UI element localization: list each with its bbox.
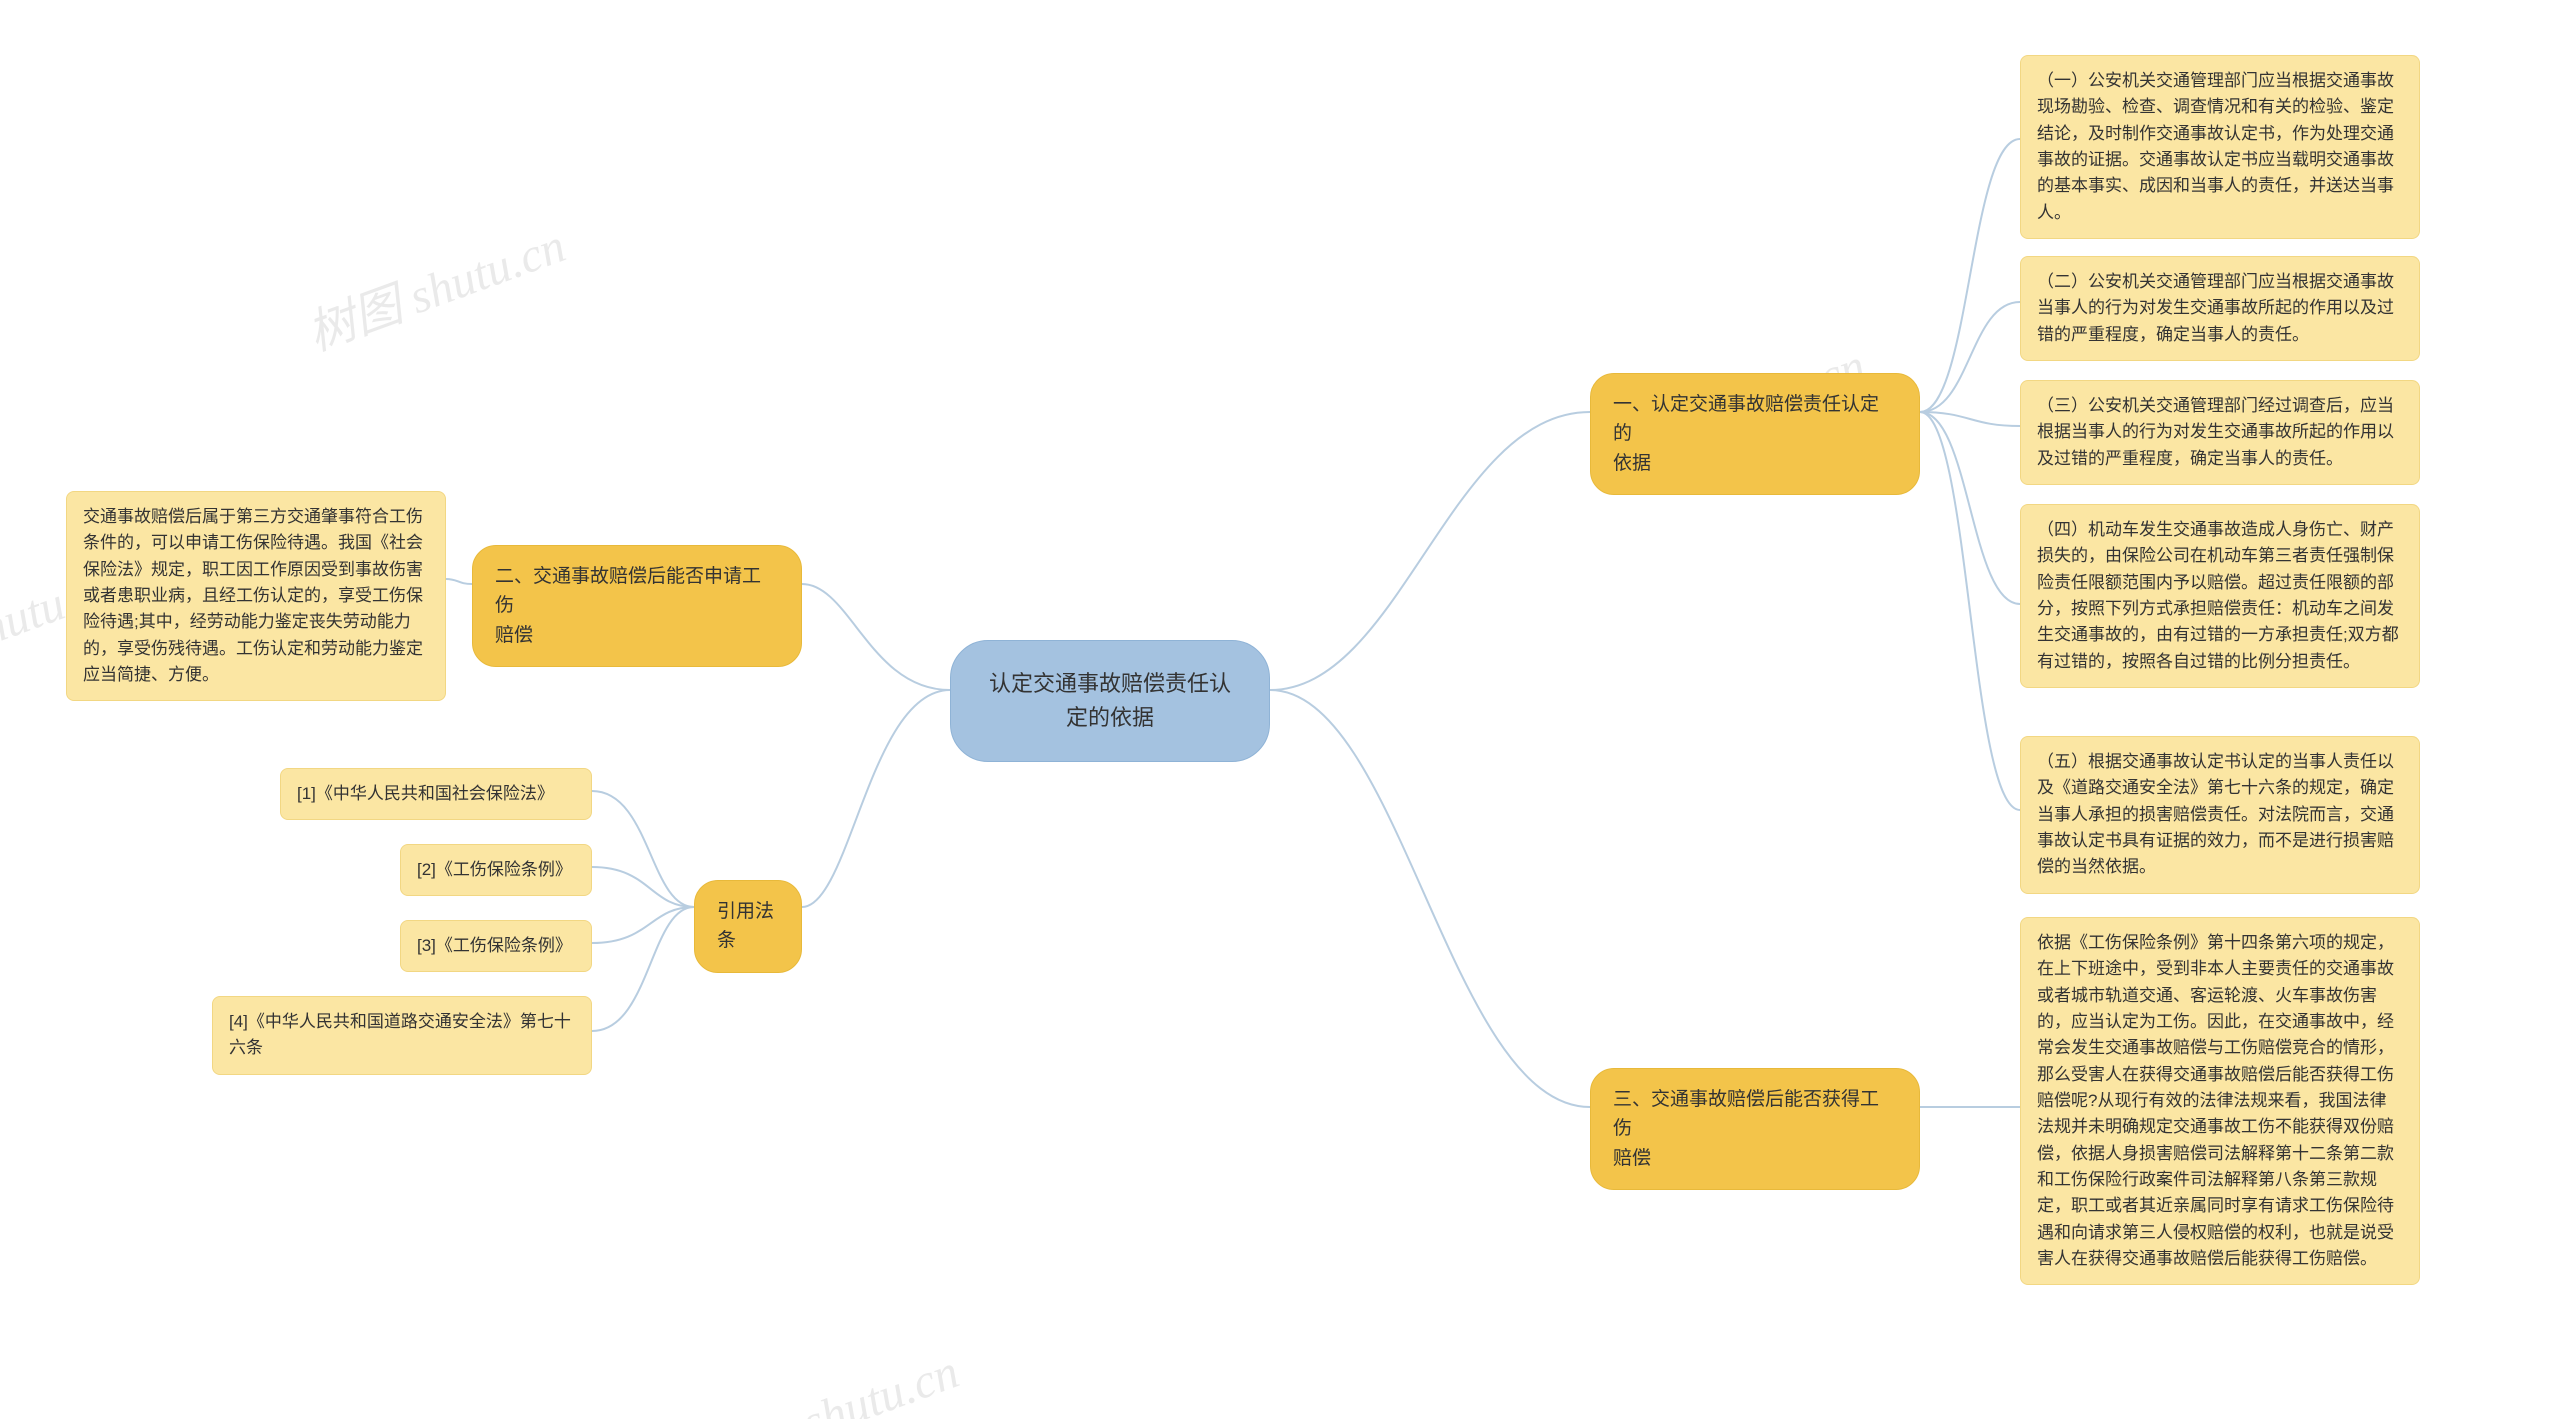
branch-1: 一、认定交通事故赔偿责任认定的 依据 [1590, 373, 1920, 495]
branch-2: 二、交通事故赔偿后能否申请工伤 赔偿 [472, 545, 802, 667]
leaf-text: （二）公安机关交通管理部门应当根据交通事故当事人的行为对发生交通事故所起的作用以… [2037, 272, 2394, 344]
branch-4-leaf-1: [1]《中华人民共和国社会保险法》 [280, 768, 592, 820]
branch-2-label-line1: 二、交通事故赔偿后能否申请工伤 [495, 566, 761, 616]
branch-1-leaf-2: （二）公安机关交通管理部门应当根据交通事故当事人的行为对发生交通事故所起的作用以… [2020, 256, 2420, 361]
branch-1-leaf-5: （五）根据交通事故认定书认定的当事人责任以及《道路交通安全法》第七十六条的规定，… [2020, 736, 2420, 894]
branch-1-leaf-1: （一）公安机关交通管理部门应当根据交通事故现场勘验、检查、调查情况和有关的检验、… [2020, 55, 2420, 239]
branch-3-leaf-1: 依据《工伤保险条例》第十四条第六项的规定，在上下班途中，受到非本人主要责任的交通… [2020, 917, 2420, 1285]
branch-3-label-line1: 三、交通事故赔偿后能否获得工伤 [1613, 1089, 1879, 1139]
branch-3: 三、交通事故赔偿后能否获得工伤 赔偿 [1590, 1068, 1920, 1190]
leaf-text: [1]《中华人民共和国社会保险法》 [297, 784, 554, 803]
leaf-text: （四）机动车发生交通事故造成人身伤亡、财产损失的，由保险公司在机动车第三者责任强… [2037, 520, 2399, 671]
branch-2-leaf-1: 交通事故赔偿后属于第三方交通肇事符合工伤条件的，可以申请工伤保险待遇。我国《社会… [66, 491, 446, 701]
root-text-line1: 认定交通事故赔偿责任认 [989, 671, 1231, 696]
leaf-text: [4]《中华人民共和国道路交通安全法》第七十六条 [229, 1012, 571, 1057]
leaf-text: 依据《工伤保险条例》第十四条第六项的规定，在上下班途中，受到非本人主要责任的交通… [2037, 933, 2394, 1268]
watermark: 树图 shutu.cn [296, 206, 573, 364]
leaf-text: [3]《工伤保险条例》 [417, 936, 572, 955]
branch-2-label-line2: 赔偿 [495, 625, 533, 646]
root-text-line2: 定的依据 [1066, 705, 1154, 730]
branch-4-leaf-2: [2]《工伤保险条例》 [400, 844, 592, 896]
branch-1-leaf-3: （三）公安机关交通管理部门经过调查后，应当根据当事人的行为对发生交通事故所起的作… [2020, 380, 2420, 485]
branch-4: 引用法条 [694, 880, 802, 973]
watermark: shutu.cn [795, 1344, 965, 1419]
branch-3-label-line2: 赔偿 [1613, 1148, 1651, 1169]
branch-4-label: 引用法条 [717, 901, 774, 951]
leaf-text: [2]《工伤保险条例》 [417, 860, 572, 879]
root-node: 认定交通事故赔偿责任认 定的依据 [950, 640, 1270, 762]
leaf-text: （三）公安机关交通管理部门经过调查后，应当根据当事人的行为对发生交通事故所起的作… [2037, 396, 2394, 468]
branch-1-label-line2: 依据 [1613, 453, 1651, 474]
leaf-text: 交通事故赔偿后属于第三方交通肇事符合工伤条件的，可以申请工伤保险待遇。我国《社会… [83, 507, 423, 684]
branch-4-leaf-4: [4]《中华人民共和国道路交通安全法》第七十六条 [212, 996, 592, 1075]
leaf-text: （五）根据交通事故认定书认定的当事人责任以及《道路交通安全法》第七十六条的规定，… [2037, 752, 2394, 876]
branch-1-label-line1: 一、认定交通事故赔偿责任认定的 [1613, 394, 1879, 444]
branch-4-leaf-3: [3]《工伤保险条例》 [400, 920, 592, 972]
branch-1-leaf-4: （四）机动车发生交通事故造成人身伤亡、财产损失的，由保险公司在机动车第三者责任强… [2020, 504, 2420, 688]
leaf-text: （一）公安机关交通管理部门应当根据交通事故现场勘验、检查、调查情况和有关的检验、… [2037, 71, 2394, 222]
